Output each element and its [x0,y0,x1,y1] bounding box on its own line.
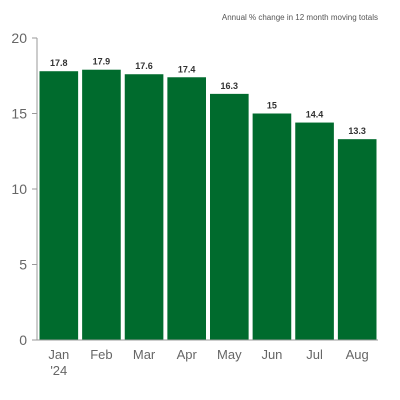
x-axis: Jan '24 Feb Mar Apr May Jun Jul Aug [37,339,378,378]
y-axis: 0 5 10 15 20 [11,30,38,348]
data-label: 17.4 [178,64,196,74]
bar [295,122,334,340]
x-tick-label: Jan '24 [48,347,69,378]
y-tick-label: 20 [11,30,27,46]
data-label: 17.6 [135,61,153,71]
data-label: 17.8 [50,58,68,68]
data-label: 13.3 [348,126,366,136]
bar [124,74,164,341]
x-tick-label: Feb [90,347,112,362]
bar [39,71,79,340]
data-labels: 17.8 17.9 17.6 17.4 16.3 15 14.4 13.3 [50,57,366,136]
bar [82,69,121,341]
y-tick-label: 10 [11,181,27,197]
y-tick-label: 15 [11,106,27,122]
bars [39,69,377,341]
x-tick-label: Mar [133,347,156,362]
x-tick-label: Aug [346,347,369,362]
x-tick-label: Jun [261,347,282,362]
data-label: 14.4 [306,110,324,120]
x-tick-label: May [217,347,242,362]
data-label: 15 [267,101,277,111]
bar [167,77,206,340]
chart-subtitle: Annual % change in 12 month moving total… [222,13,378,22]
y-tick-label: 0 [19,332,27,348]
bar [210,93,249,341]
y-tick-label: 5 [19,257,27,273]
bar [252,113,292,340]
bar [337,139,377,340]
x-tick-label: Jul [306,347,323,362]
data-label: 16.3 [221,81,239,91]
x-tick-label: Apr [177,347,198,362]
data-label: 17.9 [93,57,111,67]
